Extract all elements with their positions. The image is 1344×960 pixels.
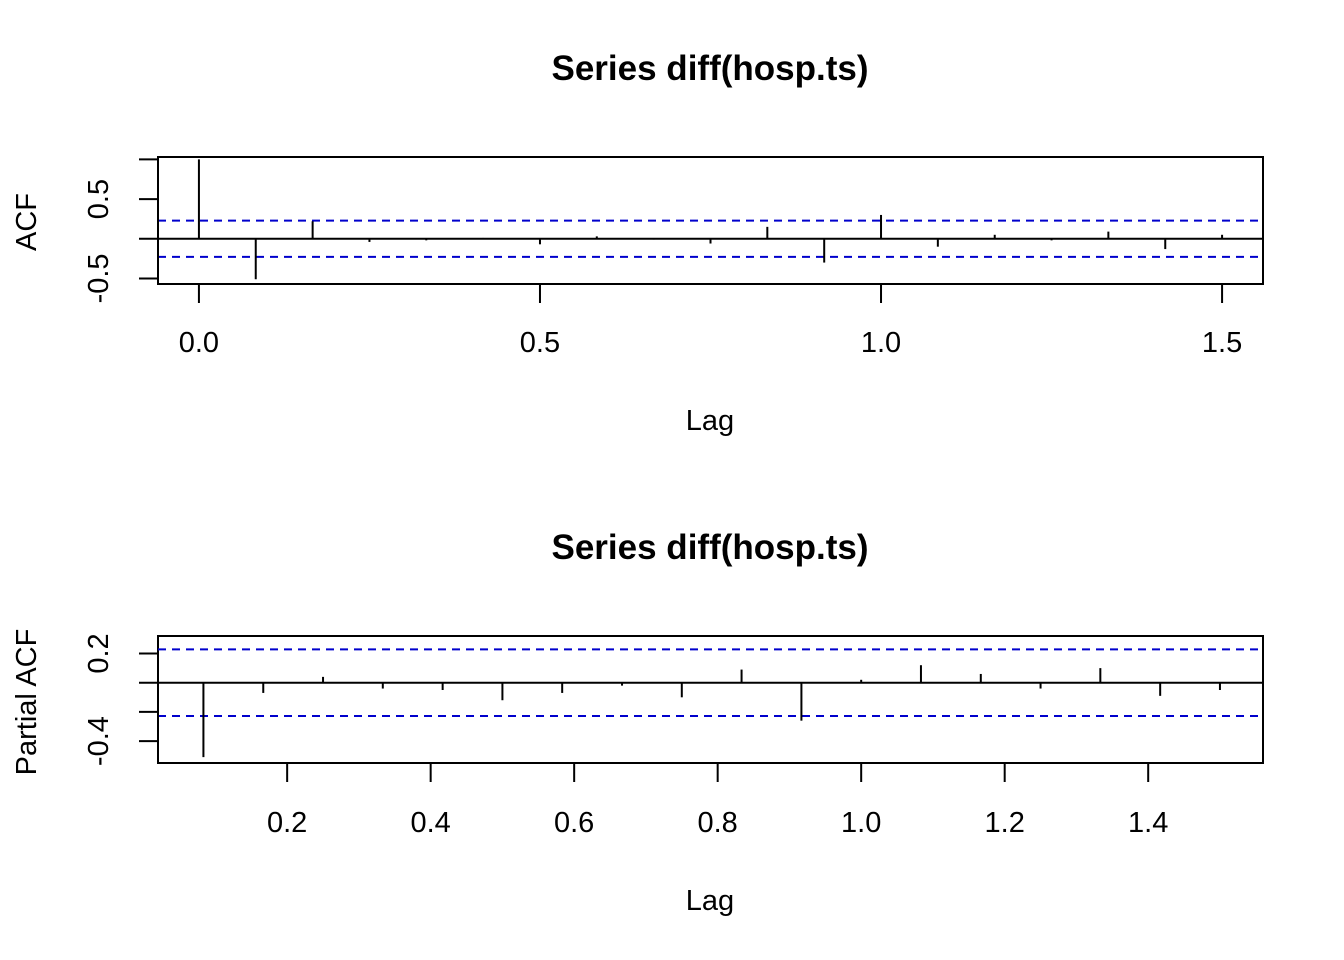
acf-y-tick-label: -0.5 <box>83 253 115 303</box>
pacf-x-tick-label: 0.6 <box>554 807 594 839</box>
pacf-y-tick-label: 0.2 <box>83 633 115 673</box>
acf-x-tick-label: 1.0 <box>861 327 901 359</box>
acf-x-tick-label: 0.5 <box>520 327 560 359</box>
pacf-x-tick-label: 1.4 <box>1128 807 1168 839</box>
pacf-title: Series diff(hosp.ts) <box>552 528 869 567</box>
pacf-x-tick-label: 0.2 <box>267 807 307 839</box>
acf-x-tick-label: 0.0 <box>179 327 219 359</box>
pacf-x-tick-label: 1.2 <box>985 807 1025 839</box>
pacf-y-axis-label: Partial ACF <box>11 629 43 776</box>
acf-x-tick-label: 1.5 <box>1202 327 1242 359</box>
pacf-x-axis-label: Lag <box>686 885 734 917</box>
acf-panel: Series diff(hosp.ts) Lag ACF 0.0 0.5 1.0 1.… <box>11 49 1264 437</box>
pacf-y-tick-label: -0.4 <box>83 716 115 766</box>
pacf-x-tick-label: 0.8 <box>698 807 738 839</box>
pacf-x-tick-label: 0.4 <box>410 807 450 839</box>
pacf-panel: Series diff(hosp.ts) Lag Partial ACF 0.2… <box>11 528 1264 917</box>
pacf-x-tick-label: 1.0 <box>841 807 881 839</box>
acf-y-axis-label: ACF <box>11 193 43 251</box>
pacf-plot-frame <box>157 635 1264 764</box>
acf-y-tick-label: 0.5 <box>83 179 115 219</box>
acf-x-axis-label: Lag <box>686 405 734 437</box>
acf-title: Series diff(hosp.ts) <box>552 49 869 88</box>
